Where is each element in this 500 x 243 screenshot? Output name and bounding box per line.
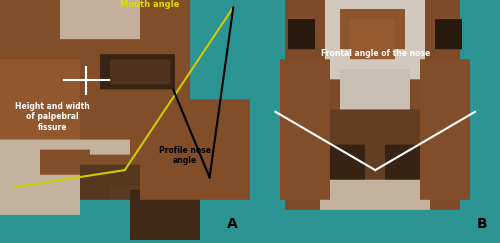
Text: Height and width
of palpebral
fissure: Height and width of palpebral fissure [15,102,90,131]
Text: Profile nose
angle: Profile nose angle [158,146,210,165]
Text: A: A [226,217,237,231]
Text: Frontal angle of the nose: Frontal angle of the nose [320,49,430,58]
Text: Mouth angle: Mouth angle [120,0,180,9]
Text: B: B [477,217,488,231]
